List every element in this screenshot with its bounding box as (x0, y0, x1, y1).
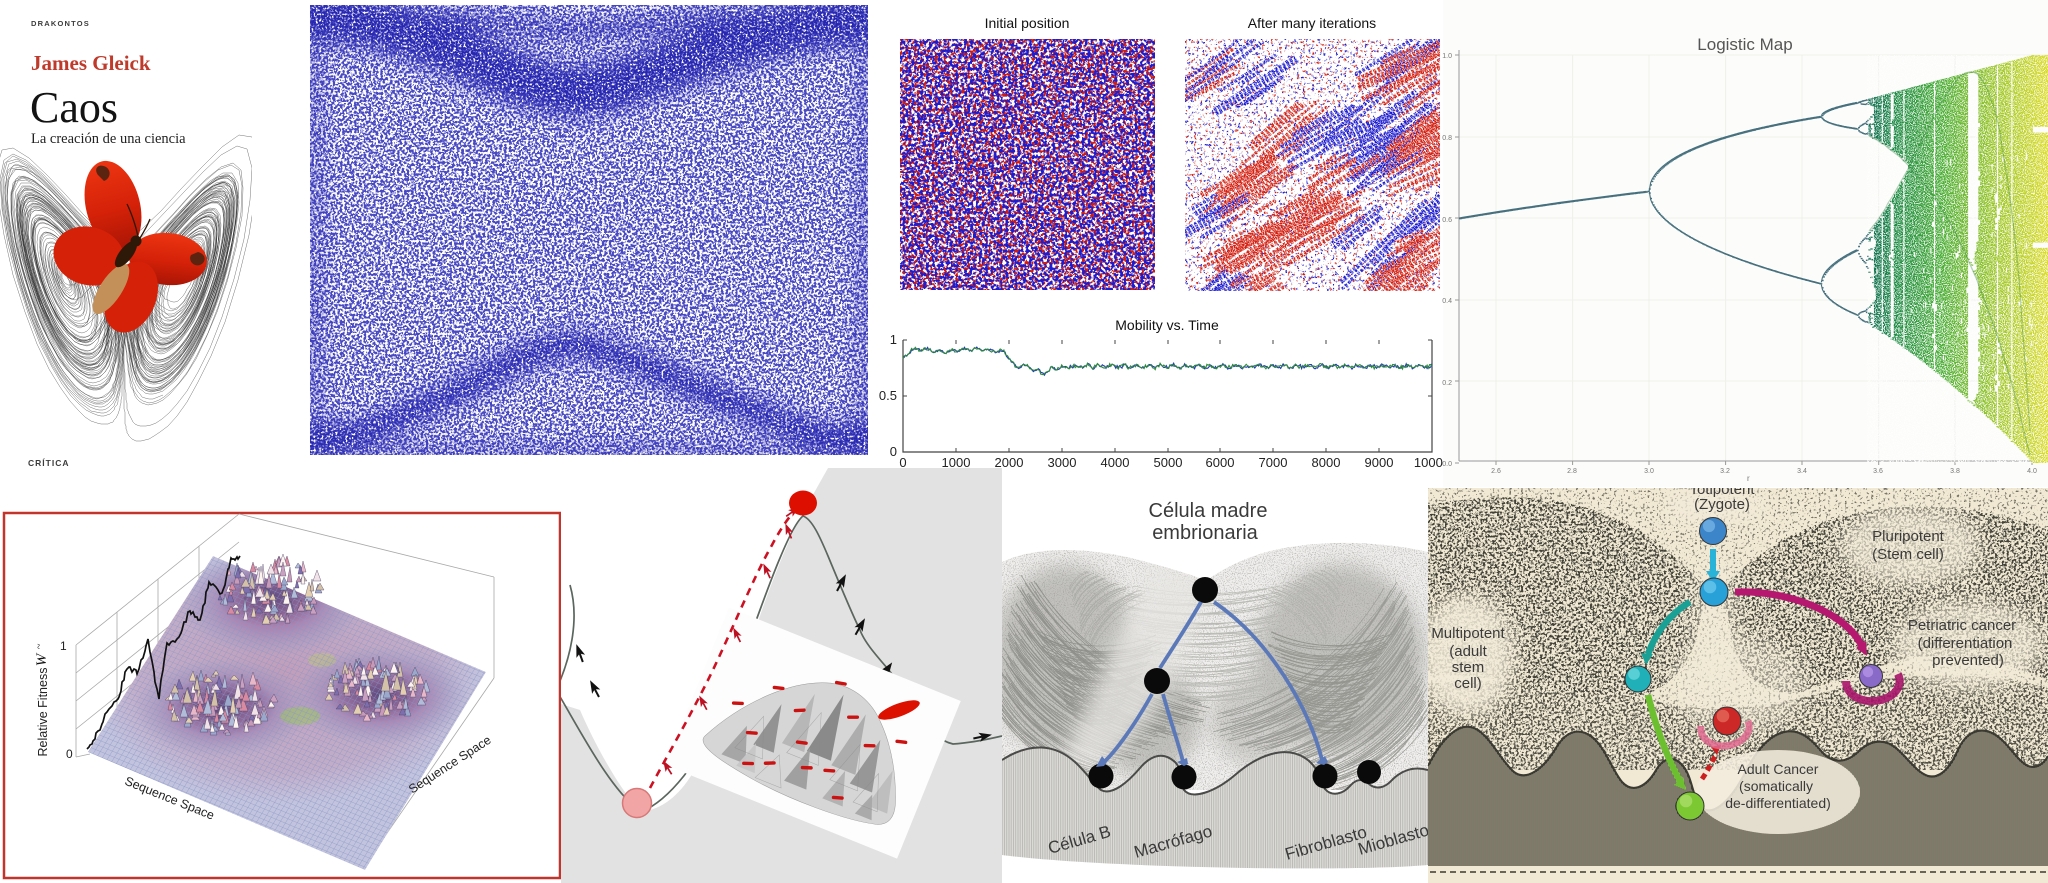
svg-text:La creación de una ciencia: La creación de una ciencia (31, 131, 186, 147)
svg-text:Multipotent: Multipotent (1431, 625, 1505, 642)
svg-text:~: ~ (34, 643, 45, 649)
svg-text:(Zygote): (Zygote) (1694, 496, 1750, 513)
svg-text:0.0: 0.0 (1442, 461, 1452, 468)
svg-text:6000: 6000 (1206, 455, 1235, 470)
svg-text:r: r (1747, 474, 1750, 483)
svg-text:Pluripotent: Pluripotent (1872, 528, 1945, 545)
svg-text:0.6: 0.6 (1442, 217, 1452, 224)
svg-text:2.6: 2.6 (1491, 468, 1501, 475)
svg-text:After many iterations: After many iterations (1248, 15, 1376, 31)
svg-text:1: 1 (60, 639, 67, 653)
svg-text:3.2: 3.2 (1720, 468, 1730, 475)
svg-text:Initial position: Initial position (985, 15, 1070, 31)
svg-text:Totipotent: Totipotent (1689, 481, 1755, 498)
svg-text:3.8: 3.8 (1950, 468, 1960, 475)
svg-text:3.0: 3.0 (1644, 468, 1654, 475)
svg-text:Adult Cancer: Adult Cancer (1738, 761, 1819, 777)
svg-text:Logistic Map: Logistic Map (1697, 35, 1792, 54)
svg-text:Caos: Caos (30, 83, 118, 132)
svg-text:0: 0 (890, 444, 897, 459)
svg-text:1000: 1000 (942, 455, 971, 470)
svg-text:4000: 4000 (1101, 455, 1130, 470)
svg-text:0.8: 0.8 (1442, 135, 1452, 142)
svg-text:0.4: 0.4 (1442, 298, 1452, 305)
svg-text:cell): cell) (1454, 675, 1482, 692)
svg-text:2000: 2000 (995, 455, 1024, 470)
svg-text:9000: 9000 (1365, 455, 1394, 470)
svg-text:Petriatric cancer: Petriatric cancer (1908, 617, 2016, 634)
svg-text:1: 1 (890, 332, 897, 347)
svg-text:0.2: 0.2 (1442, 380, 1452, 387)
svg-text:0: 0 (66, 747, 73, 761)
svg-text:DRAKONTOS: DRAKONTOS (31, 19, 90, 28)
svg-text:3000: 3000 (1048, 455, 1077, 470)
svg-text:(differentiation: (differentiation (1918, 635, 2013, 652)
svg-text:4.0: 4.0 (2027, 468, 2037, 475)
svg-text:2.8: 2.8 (1567, 468, 1577, 475)
svg-text:0: 0 (899, 455, 906, 470)
svg-text:prevented): prevented) (1932, 652, 2004, 669)
svg-text:3.4: 3.4 (1797, 468, 1807, 475)
svg-text:10000: 10000 (1414, 455, 1450, 470)
svg-text:James Gleick: James Gleick (31, 51, 151, 75)
svg-text:de-differentiated): de-differentiated) (1725, 795, 1831, 811)
svg-text:1.0: 1.0 (1442, 53, 1452, 60)
svg-text:W: W (34, 652, 50, 666)
svg-text:stem: stem (1452, 659, 1485, 676)
svg-text:CRÍTICA: CRÍTICA (28, 458, 69, 468)
svg-text:0.5: 0.5 (879, 388, 897, 403)
svg-text:(somatically: (somatically (1739, 778, 1813, 794)
svg-text:Relative Fitness: Relative Fitness (36, 668, 50, 757)
svg-text:7000: 7000 (1259, 455, 1288, 470)
svg-text:Célula madre: Célula madre (1149, 500, 1268, 522)
svg-text:(Stem cell): (Stem cell) (1872, 546, 1944, 563)
svg-text:5000: 5000 (1154, 455, 1183, 470)
svg-text:embrionaria: embrionaria (1152, 522, 1258, 544)
svg-text:3.6: 3.6 (1873, 468, 1883, 475)
svg-text:8000: 8000 (1312, 455, 1341, 470)
svg-text:(adult: (adult (1449, 643, 1487, 660)
svg-text:Mobility vs. Time: Mobility vs. Time (1115, 317, 1219, 333)
